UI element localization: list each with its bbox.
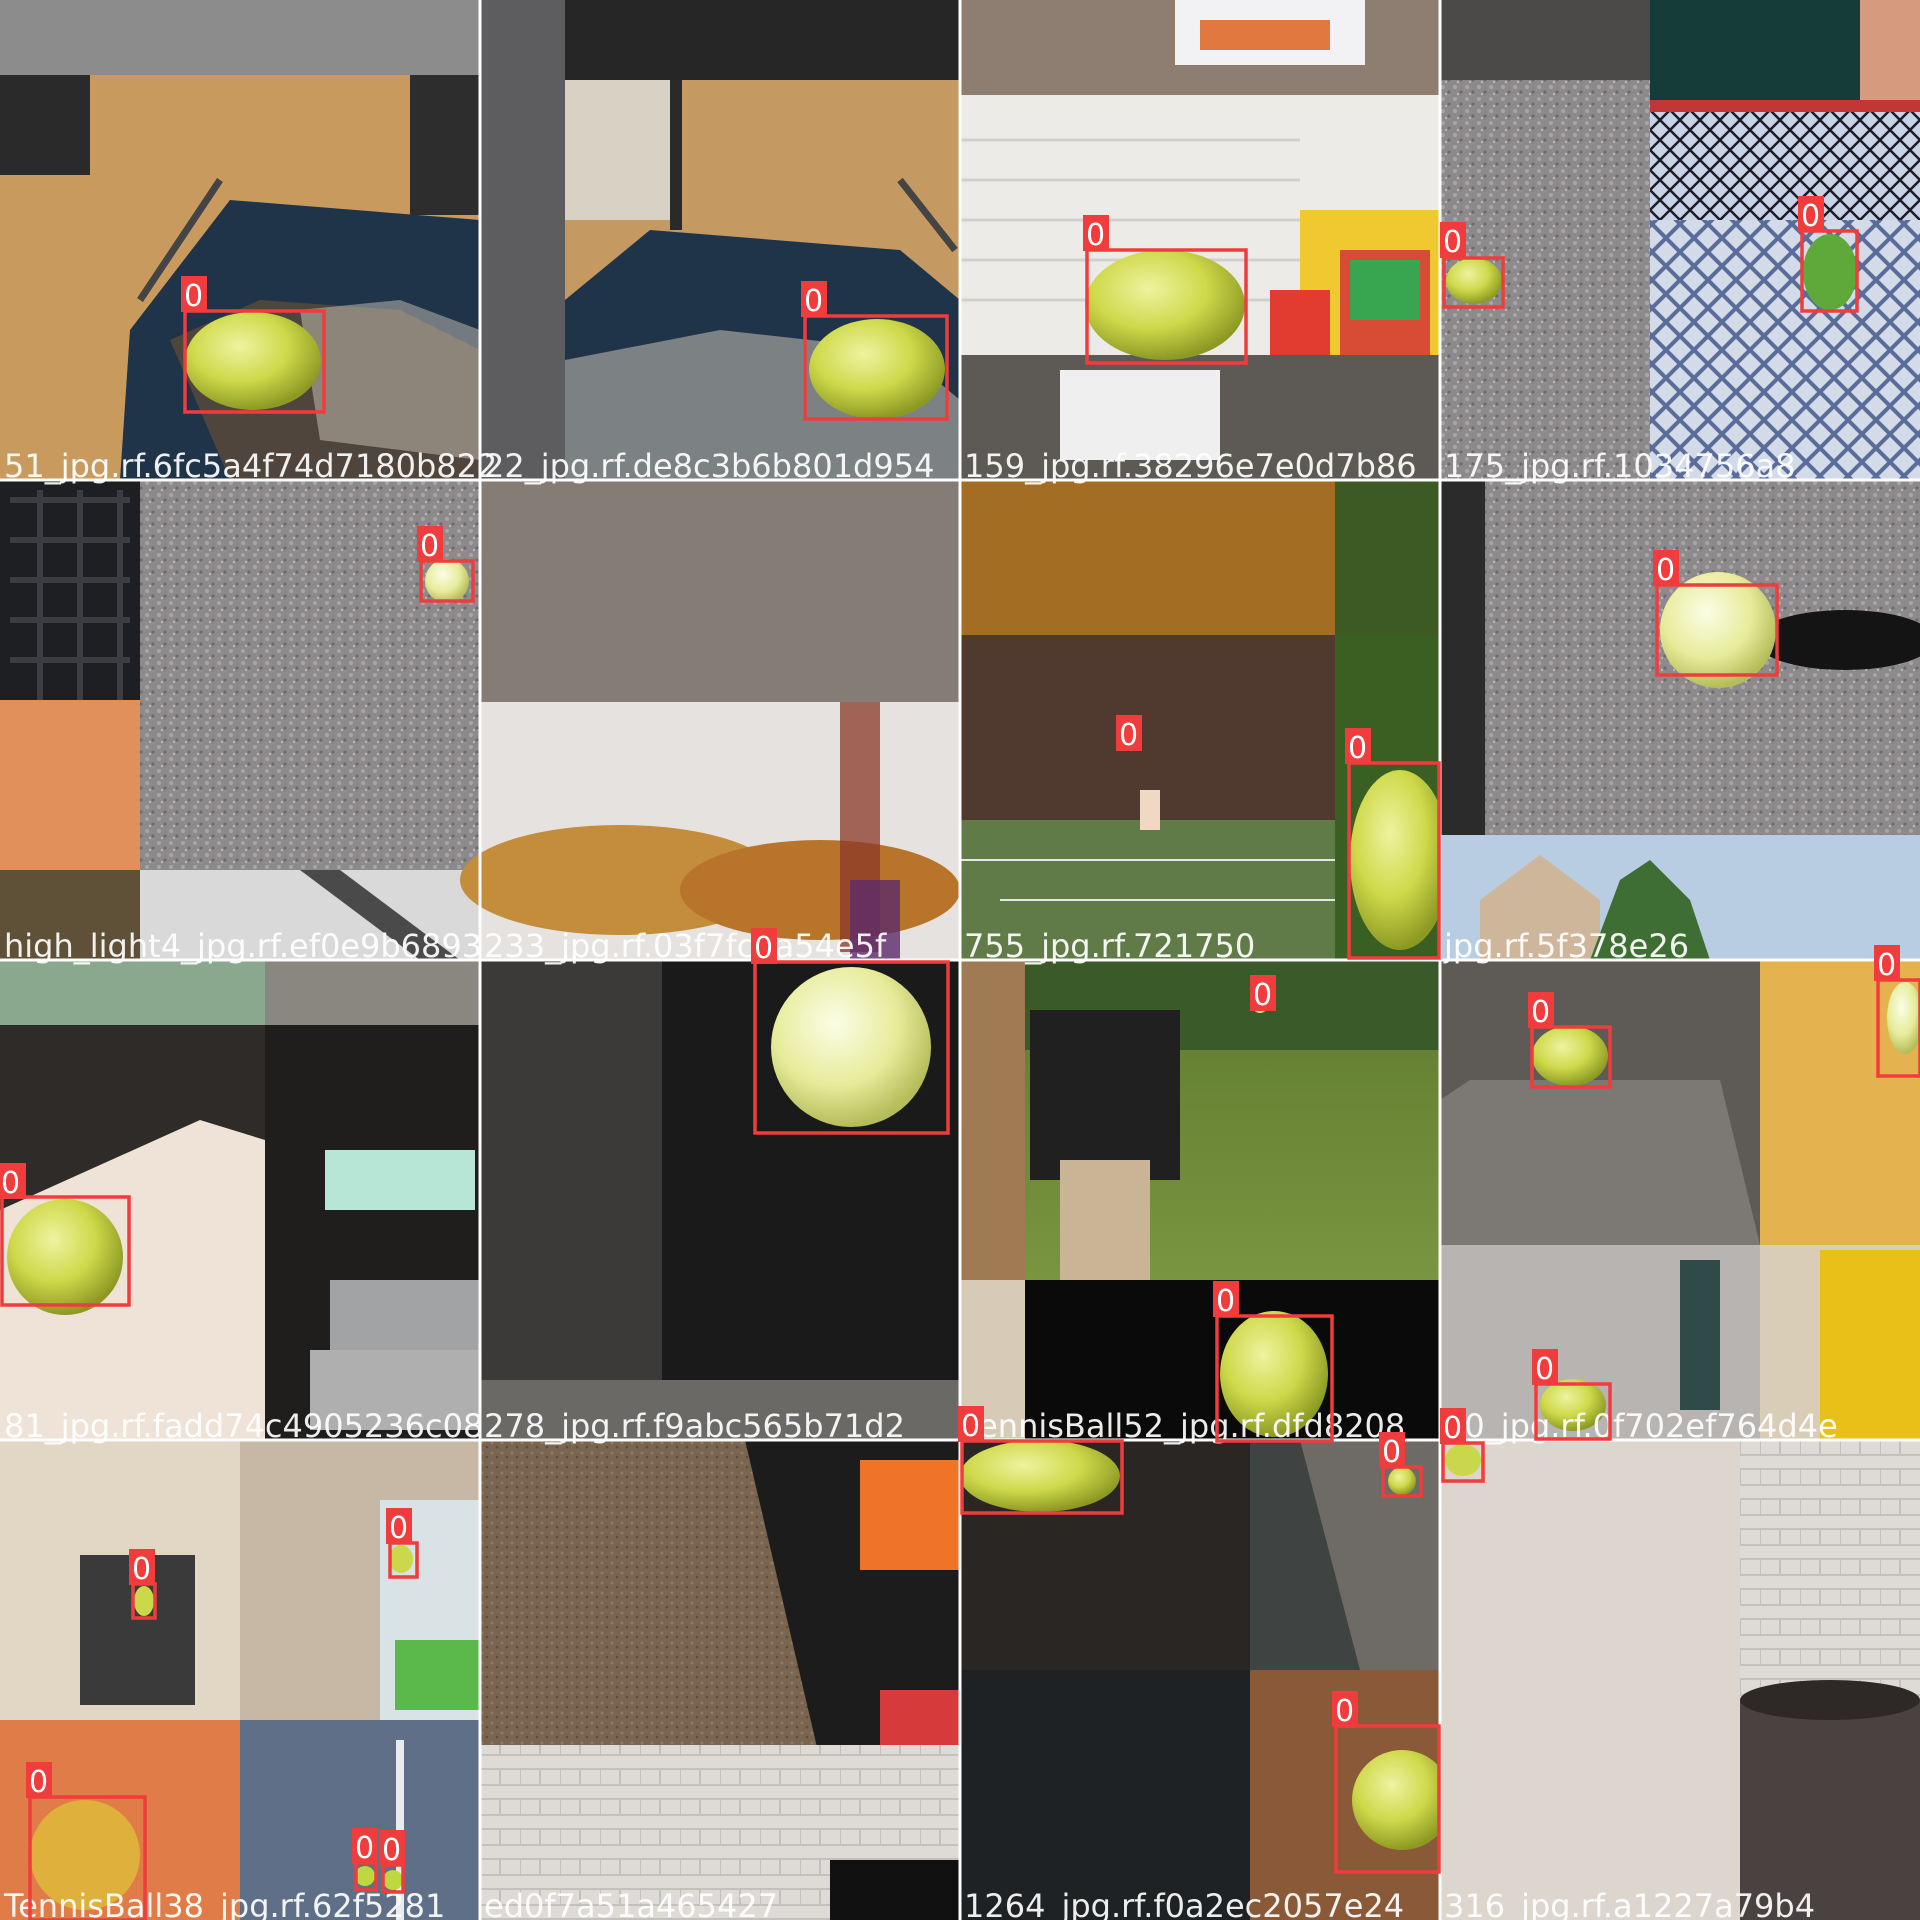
tile-6 [460,480,960,960]
class-tag: 0 [804,284,823,319]
tile-11 [960,960,1440,1440]
class-tag: 0 [754,931,773,966]
tile-10 [480,960,960,1440]
class-tag: 0 [29,1765,48,1800]
tile-14 [480,1440,960,1920]
tile-5 [0,480,480,960]
class-tag: 0 [1443,1411,1462,1446]
tile-filename: 22_jpg.rf.de8c3b6b801d954 [484,447,934,485]
class-tag: 0 [184,279,203,314]
class-tag: 0 [961,1409,980,1444]
tile-8 [1440,480,1920,960]
tile-filename: 175_jpg.rf.1034756a8 [1444,447,1796,485]
detection-box [1534,1382,1612,1441]
tile-filename: 278_jpg.rf.f9abc565b71d2 [484,1407,905,1445]
class-tag: 0 [132,1552,151,1587]
tile-filename: TennisBall38_jpg.rf.62f5281 [3,1887,445,1920]
class-tag: 0 [1531,995,1550,1030]
tile-filename: 81_jpg.rf.fadd74c4905236c08 [4,1407,483,1445]
tile-7 [960,480,1450,960]
class-tag: 0 [1119,718,1138,753]
tile-4 [1440,0,1920,480]
tile-1 [0,0,480,480]
detection-box [1085,248,1248,365]
class-tag: 0 [1656,553,1675,588]
detection-box [1334,1724,1441,1874]
tile-filename: 51_jpg.rf.6fc5a4f74d7180b822 [4,447,497,485]
class-tag: 0 [1253,978,1272,1013]
tile-15 [960,1440,1452,1920]
tile-filename: 1264_jpg.rf.f0a2ec2057e24 [964,1887,1404,1920]
class-tag: 0 [1443,225,1462,260]
detection-box [753,960,950,1135]
tile-filename: 755_jpg.rf.721750 [964,927,1255,965]
class-tag: 0 [1086,218,1105,253]
tile-3 [960,0,1440,480]
class-tag: 0 [389,1511,408,1546]
class-tag: 0 [1877,948,1896,983]
detection-box [803,314,949,421]
class-tag: 0 [1348,731,1367,766]
tile-filename: 40_jpg.rf.0f702ef764d4e [1444,1407,1838,1445]
tile-12 [1440,960,1920,1440]
tile-filename: 159_jpg.rf.38296e7e0d7b86 [964,447,1417,485]
class-tag: 0 [1535,1352,1554,1387]
tile-16 [1440,1440,1920,1920]
detection-box [1530,1025,1612,1089]
class-tag: 0 [420,529,439,564]
tile-2 [480,0,960,480]
detection-box [419,559,475,603]
class-tag: 0 [1801,199,1820,234]
tile-9 [0,960,480,1440]
tile-filename: 316_jpg.rf.a1227a79b4 [1444,1887,1815,1920]
detection-box [183,309,326,414]
tile-filename: jpg.rf.5f378e26 [1443,927,1689,965]
detection-box [1215,1314,1334,1443]
tile-filename: 233_jpg.rf.03f7fc3a54e5f [484,927,887,965]
class-tag: 0 [382,1833,401,1868]
detection-box [1442,256,1505,309]
class-tag: 0 [1216,1284,1235,1319]
class-tag: 0 [355,1831,374,1866]
detection-box [1347,761,1441,960]
detection-box [1800,229,1859,313]
tile-filename: high_light4_jpg.rf.ef0e9b6893 [4,927,482,965]
class-tag: 0 [1382,1435,1401,1470]
detection-box [1655,583,1779,677]
class-tag: 0 [1,1166,20,1201]
detection-box [960,1439,1124,1515]
detection-box [28,1795,147,1920]
class-tag: 0 [1335,1694,1354,1729]
detection-box [0,1195,131,1307]
tile-filename: ed0f7a51a465427 [484,1887,778,1920]
detections: 0 0 0 0 0 0 0 0 0 0 0 0 0 0 0 [0,196,1920,1920]
